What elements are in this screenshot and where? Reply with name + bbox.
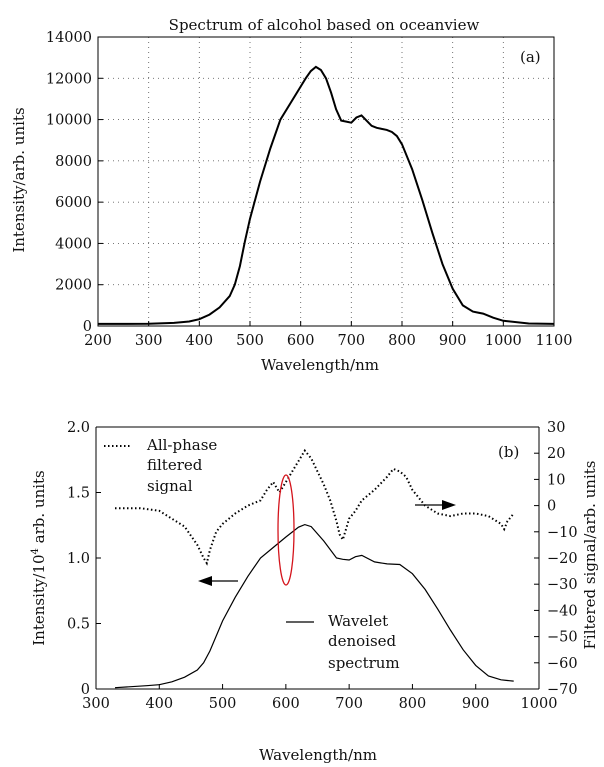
legend-label-solid-line2: denoised xyxy=(328,632,397,650)
y-tick-label: 2.0 xyxy=(67,420,90,436)
x-tick-label: 400 xyxy=(185,333,213,349)
panel-label-b: (b) xyxy=(498,443,519,461)
legend-label-solid-line1: Wavelet xyxy=(328,612,388,630)
y-tick-label: 1.0 xyxy=(67,551,90,567)
x-tick-label: 1000 xyxy=(485,333,522,349)
x-tick-label: 900 xyxy=(439,333,467,349)
x-tick-label: 200 xyxy=(84,333,112,349)
x-tick-label: 700 xyxy=(337,333,365,349)
y-tick-label-right: −30 xyxy=(547,577,578,593)
y-ticks-right-b: −70 −60 −50 −40 −30 −20 −10 0 10 20 30 xyxy=(534,420,578,698)
legend-label-solid-line3: spectrum xyxy=(328,654,400,672)
series-layer-a xyxy=(98,65,555,325)
x-tick-label: 400 xyxy=(145,696,173,712)
panel-label-a: (a) xyxy=(520,48,541,66)
y-tick-label-right: −20 xyxy=(547,551,578,567)
x-axis-label-b: Wavelength/nm xyxy=(259,746,377,764)
y-tick-label-right: 10 xyxy=(547,472,565,488)
arrow-right-annotation xyxy=(415,500,456,510)
chart-title-a: Spectrum of alcohol based on oceanview xyxy=(169,16,480,34)
arrow-left-annotation xyxy=(198,576,238,586)
y-ticks-a: 0 2000 4000 6000 8000 10000 12000 14000 xyxy=(46,30,103,335)
series-line-filtered-signal xyxy=(115,448,515,566)
x-tick-label: 900 xyxy=(462,696,490,712)
y-tick-label: 0 xyxy=(81,682,90,698)
y-axis-label-left-b: Intensity/104 arb. units xyxy=(30,470,48,646)
y-tick-label: 6000 xyxy=(55,195,92,211)
legend-label-dotted-line1: All-phase xyxy=(146,436,217,454)
y-tick-label: 0.5 xyxy=(67,617,90,633)
x-tick-label: 600 xyxy=(287,333,315,349)
chart-panel-a: Spectrum of alcohol based on oceanview 2… xyxy=(10,16,572,374)
y-tick-label: 10000 xyxy=(46,113,92,129)
y-tick-label-right: −40 xyxy=(547,603,578,619)
y-tick-label: 14000 xyxy=(46,30,92,46)
y-tick-label-right: 0 xyxy=(547,499,556,515)
x-axis-label-a: Wavelength/nm xyxy=(261,356,379,374)
series-line-spectrum xyxy=(98,65,555,325)
series-layer-b xyxy=(114,448,515,689)
series-line-denoised-spectrum xyxy=(114,523,514,689)
chart-panel-b: 300 400 500 600 700 800 900 1000 00.51.01.52.0 … xyxy=(30,420,599,764)
y-axis-label-right-b: Filtered signal/arb. units xyxy=(581,461,599,650)
y-axis-label-a: Intensity/arb. units xyxy=(10,107,28,252)
y-tick-label-right: 30 xyxy=(547,420,565,436)
y-tick-label-right: −50 xyxy=(547,630,578,646)
x-tick-label: 300 xyxy=(135,333,163,349)
y-ticks-left-b: 0 0.5 1.0 1.5 2.0 xyxy=(67,420,101,698)
x-tick-label: 500 xyxy=(209,696,237,712)
x-tick-label: 800 xyxy=(399,696,427,712)
y-tick-label: 0 xyxy=(83,319,92,335)
y-tick-label-right: −70 xyxy=(547,682,578,698)
x-tick-label: 800 xyxy=(388,333,416,349)
plot-frame-a xyxy=(97,36,555,327)
annotation-ellipse xyxy=(277,474,295,586)
y-tick-label-right: 20 xyxy=(547,446,565,462)
y-tick-label: 2000 xyxy=(55,278,92,294)
x-tick-label: 1000 xyxy=(521,696,558,712)
x-ticks-b: 300 400 500 600 700 800 900 1000 xyxy=(82,684,557,712)
x-tick-label: 500 xyxy=(236,333,264,349)
x-tick-label: 600 xyxy=(272,696,300,712)
x-tick-label: 1100 xyxy=(536,333,573,349)
y-tick-label: 8000 xyxy=(55,154,92,170)
y-tick-label-right: −60 xyxy=(547,656,578,672)
x-ticks-a: 200 300 400 500 600 700 800 900 1000 1100 xyxy=(84,321,572,349)
y-tick-label: 1.5 xyxy=(67,486,90,502)
x-tick-label: 700 xyxy=(335,696,363,712)
grid-a xyxy=(98,37,554,326)
legend-label-dotted-line2: filtered xyxy=(147,456,203,474)
legend-label-dotted-line3: signal xyxy=(147,477,193,495)
x-tick-label: 300 xyxy=(82,696,110,712)
y-tick-label: 12000 xyxy=(46,71,92,87)
y-tick-label: 4000 xyxy=(55,236,92,252)
y-tick-label-right: −10 xyxy=(547,525,578,541)
